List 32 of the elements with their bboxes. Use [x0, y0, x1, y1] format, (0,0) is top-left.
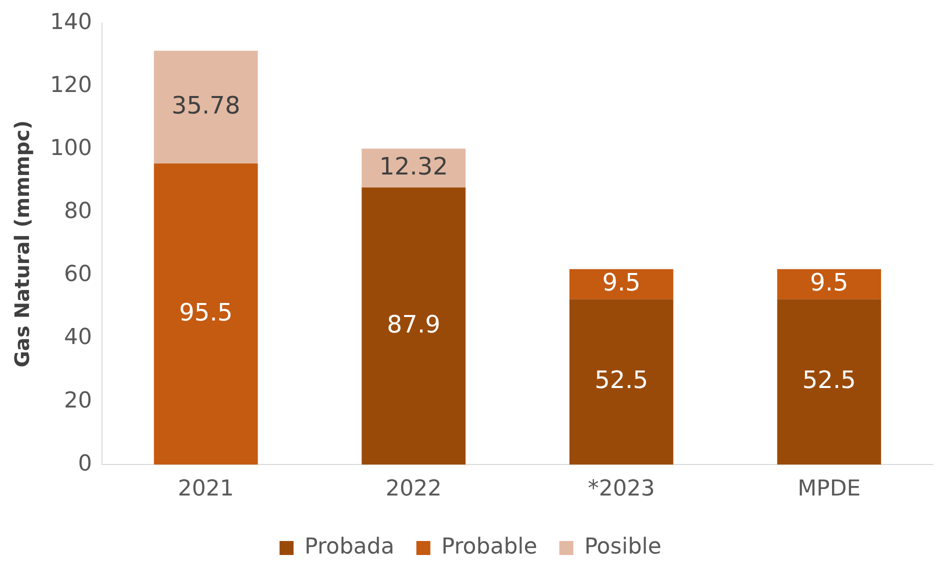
data-label: 52.5 [594, 366, 648, 394]
bar [569, 269, 674, 300]
y-axis-title: Gas Natural (mmmpc) [10, 120, 34, 368]
y-tick-label: 100 [50, 136, 92, 162]
data-label: 12.32 [379, 152, 448, 180]
data-label: 87.9 [386, 310, 440, 338]
x-tick-label: MPDE [798, 476, 861, 502]
bar [777, 269, 882, 300]
bar [154, 164, 258, 465]
bar [777, 299, 882, 465]
x-tick-label: 2021 [178, 476, 234, 502]
x-tick-label: *2023 [588, 476, 655, 502]
y-tick-label: 0 [78, 451, 92, 476]
legend-label: Probada [304, 534, 394, 560]
x-tick-label: 2022 [386, 476, 442, 502]
bar [362, 187, 466, 465]
legend-label: Probable [441, 534, 538, 560]
y-tick-label: 120 [50, 72, 92, 98]
legend-label: Posible [584, 534, 662, 560]
data-label: 52.5 [802, 366, 856, 394]
y-tick-label: 140 [50, 10, 92, 35]
y-tick-label: 60 [64, 262, 92, 288]
bar [569, 299, 674, 465]
bar [362, 148, 466, 188]
data-label: 95.5 [179, 298, 233, 326]
data-label: 9.5 [810, 268, 848, 296]
y-tick-label: 40 [64, 325, 92, 350]
bar [154, 50, 258, 164]
data-label: 35.78 [172, 91, 240, 120]
data-label: 9.5 [602, 268, 640, 296]
y-tick-label: 80 [64, 199, 92, 224]
y-tick-label: 20 [64, 388, 92, 414]
